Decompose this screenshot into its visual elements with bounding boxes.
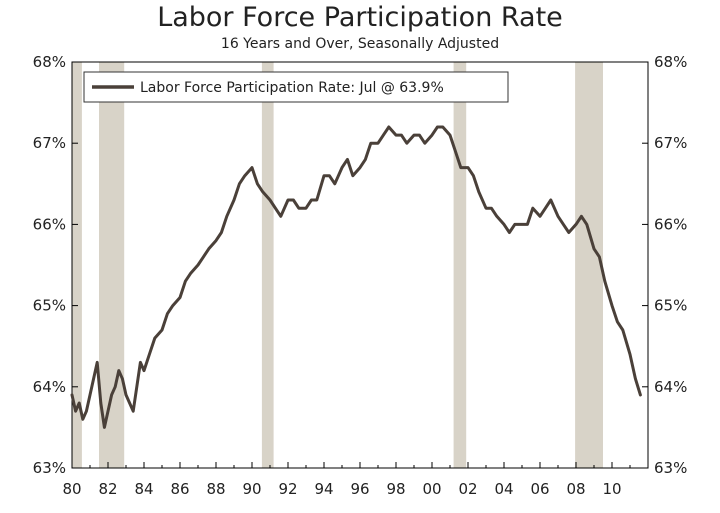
chart-subtitle: 16 Years and Over, Seasonally Adjusted xyxy=(220,36,500,52)
x-tick-label: 80 xyxy=(62,480,81,498)
x-axis: 80 82 84 86 88 90 92 94 96 98 00 02 04 06 08 10 xyxy=(62,462,631,498)
plot-frame xyxy=(71,61,649,469)
y-axis-left: 63% 64% 65% 66% 67% 68% xyxy=(33,53,78,477)
x-tick-label: 98 xyxy=(386,480,405,498)
x-tick-label: 04 xyxy=(494,480,513,498)
y-tick-label: 67% xyxy=(654,134,687,152)
recession-band xyxy=(453,62,467,468)
x-tick-label: 92 xyxy=(278,480,297,498)
x-tick-label: 86 xyxy=(170,480,189,498)
x-tick-label: 96 xyxy=(350,480,369,498)
y-tick-label: 68% xyxy=(33,53,66,71)
y-tick-label: 66% xyxy=(654,215,687,233)
recession-band xyxy=(575,62,603,468)
y-tick-label: 67% xyxy=(33,134,66,152)
legend: Labor Force Participation Rate: Jul @ 63… xyxy=(83,71,509,103)
y-tick-label: 64% xyxy=(654,378,687,396)
y-tick-label: 63% xyxy=(654,459,687,477)
x-tick-label: 10 xyxy=(602,480,621,498)
x-tick-label: 00 xyxy=(422,480,441,498)
x-tick-label: 88 xyxy=(206,480,225,498)
x-tick-label: 02 xyxy=(458,480,477,498)
y-axis-right: 63% 64% 65% 66% 67% 68% xyxy=(642,53,687,477)
recession-band xyxy=(72,62,82,468)
x-tick-label: 08 xyxy=(566,480,585,498)
y-tick-label: 64% xyxy=(33,378,66,396)
x-tick-label: 90 xyxy=(242,480,261,498)
series-group xyxy=(70,125,642,429)
x-tick-label: 84 xyxy=(134,480,153,498)
recession-band xyxy=(261,62,274,468)
recession-bands xyxy=(72,62,603,468)
x-tick-label: 94 xyxy=(314,480,333,498)
chart-title: Labor Force Participation Rate xyxy=(157,2,563,33)
y-tick-label: 63% xyxy=(33,459,66,477)
y-tick-label: 68% xyxy=(654,53,687,71)
legend-label: Labor Force Participation Rate: Jul @ 63… xyxy=(140,80,444,96)
series-line xyxy=(70,125,642,429)
x-tick-label: 82 xyxy=(98,480,117,498)
y-tick-label: 65% xyxy=(654,297,687,315)
x-tick-label: 06 xyxy=(530,480,549,498)
y-tick-label: 65% xyxy=(33,297,66,315)
y-tick-label: 66% xyxy=(33,215,66,233)
legend-box xyxy=(83,71,509,103)
